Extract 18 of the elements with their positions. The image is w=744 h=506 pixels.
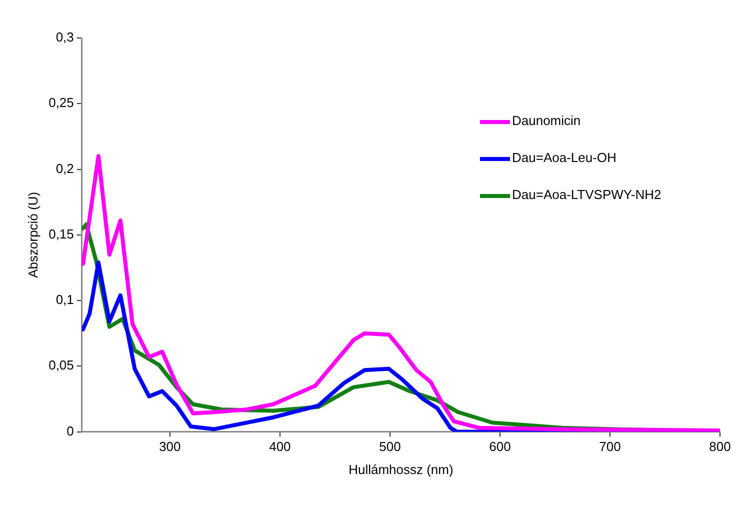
x-tick-label: 700 bbox=[599, 439, 621, 454]
x-tick-label: 500 bbox=[379, 439, 401, 454]
x-axis-title: Hullámhossz (nm) bbox=[348, 462, 454, 477]
y-tick-label: 0,2 bbox=[56, 160, 74, 176]
x-tick-label: 400 bbox=[269, 439, 291, 454]
y-tick-label: 0,3 bbox=[56, 30, 74, 45]
legend-label: Dau=Aoa-LTVSPWY-NH2 bbox=[512, 187, 662, 202]
x-tick-label: 800 bbox=[709, 439, 731, 454]
legend-label: Daunomicin bbox=[512, 113, 582, 128]
x-tick-label: 300 bbox=[159, 439, 181, 454]
y-tick-label: 0,05 bbox=[48, 358, 74, 373]
x-tick-label: 600 bbox=[489, 439, 511, 454]
legend-label: Dau=Aoa-Leu-OH bbox=[512, 150, 618, 165]
y-tick-label: 0,1 bbox=[56, 292, 74, 308]
y-tick-label: 0,25 bbox=[48, 95, 74, 110]
y-axis-title: Abszorpció (U) bbox=[25, 192, 40, 278]
y-tick-label: 0 bbox=[66, 423, 74, 438]
y-tick-label: 0,15 bbox=[48, 226, 74, 242]
